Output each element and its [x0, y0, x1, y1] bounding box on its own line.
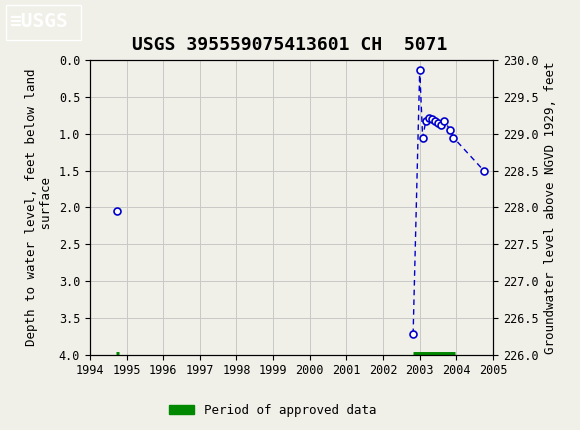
- Y-axis label: Groundwater level above NGVD 1929, feet: Groundwater level above NGVD 1929, feet: [544, 61, 557, 354]
- Text: USGS 395559075413601 CH  5071: USGS 395559075413601 CH 5071: [132, 36, 448, 54]
- Legend: Period of approved data: Period of approved data: [164, 399, 382, 421]
- Y-axis label: Depth to water level, feet below land
 surface: Depth to water level, feet below land su…: [26, 69, 53, 346]
- Text: ≡USGS: ≡USGS: [9, 12, 67, 31]
